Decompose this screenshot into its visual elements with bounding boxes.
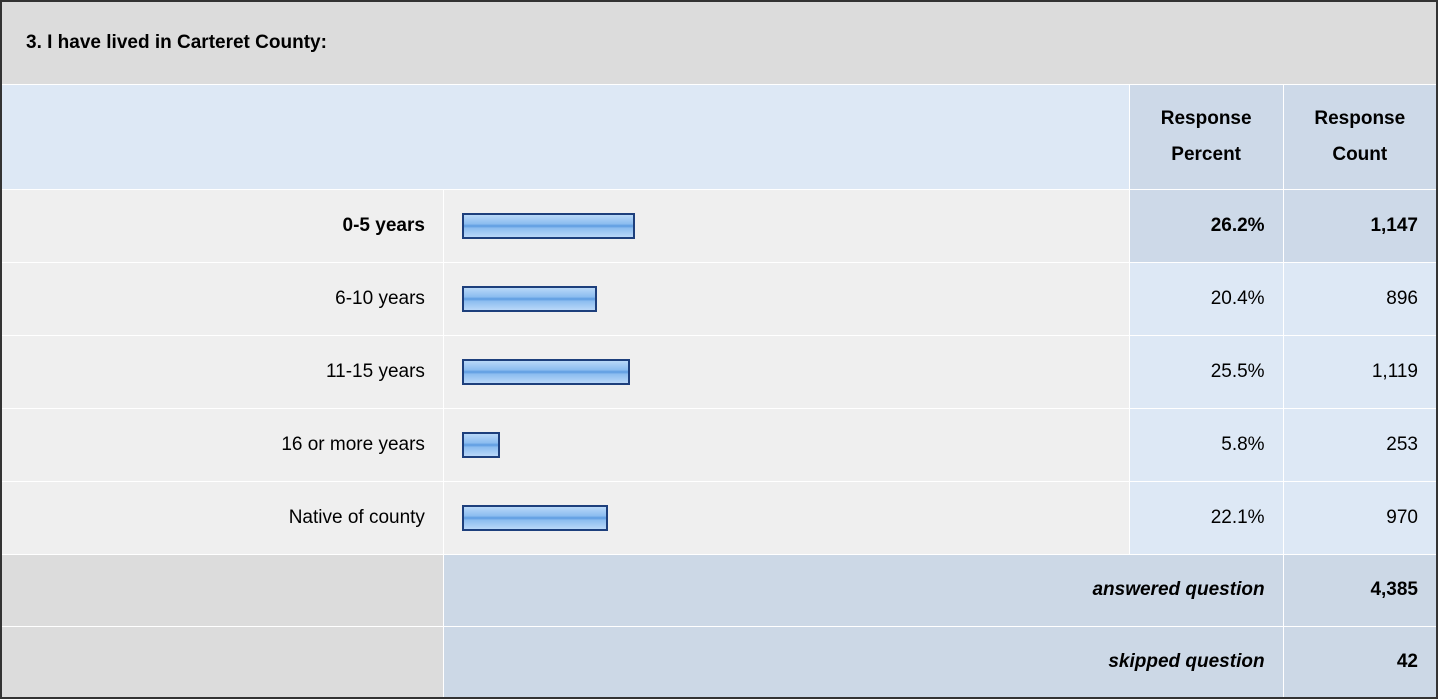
answer-row: Native of county 22.1% 970 bbox=[0, 480, 1438, 555]
percent-bar bbox=[461, 358, 631, 385]
response-count: 896 bbox=[1282, 261, 1438, 336]
response-percent: 20.4% bbox=[1128, 261, 1284, 336]
header-percent: Response Percent bbox=[1128, 83, 1284, 190]
response-percent: 26.2% bbox=[1128, 188, 1284, 263]
response-count: 253 bbox=[1282, 407, 1438, 482]
percent-bar bbox=[461, 504, 608, 531]
answer-label: 16 or more years bbox=[0, 407, 444, 482]
response-percent: 5.8% bbox=[1128, 407, 1284, 482]
answer-row: 6-10 years 20.4% 896 bbox=[0, 261, 1438, 336]
answered-count: 4,385 bbox=[1282, 553, 1438, 627]
response-percent: 25.5% bbox=[1128, 334, 1284, 409]
answer-row: 11-15 years 25.5% 1,119 bbox=[0, 334, 1438, 409]
answer-label: 6-10 years bbox=[0, 261, 444, 336]
header-count: Response Count bbox=[1282, 83, 1438, 190]
title-row: 3. I have lived in Carteret County: bbox=[0, 0, 1438, 85]
bar-cell bbox=[442, 261, 1130, 336]
response-count: 1,119 bbox=[1282, 334, 1438, 409]
percent-bar bbox=[461, 431, 501, 458]
footer-blank bbox=[0, 553, 444, 627]
bar-cell bbox=[442, 334, 1130, 409]
bar-cell bbox=[442, 407, 1130, 482]
answer-row: 0-5 years 26.2% 1,147 bbox=[0, 188, 1438, 263]
header-row: Response Percent Response Count bbox=[0, 83, 1438, 190]
response-percent: 22.1% bbox=[1128, 480, 1284, 555]
footer-blank bbox=[0, 625, 444, 699]
answer-row: 16 or more years 5.8% 253 bbox=[0, 407, 1438, 482]
response-count: 1,147 bbox=[1282, 188, 1438, 263]
answer-label: 11-15 years bbox=[0, 334, 444, 409]
answer-label: Native of county bbox=[0, 480, 444, 555]
skipped-count: 42 bbox=[1282, 625, 1438, 699]
question-title: 3. I have lived in Carteret County: bbox=[0, 0, 1438, 85]
header-blank bbox=[0, 83, 1130, 190]
percent-bar bbox=[461, 212, 635, 239]
answered-label: answered question bbox=[442, 553, 1284, 627]
skipped-label: skipped question bbox=[442, 625, 1284, 699]
percent-bar bbox=[461, 285, 597, 312]
skipped-row: skipped question 42 bbox=[0, 625, 1438, 699]
bar-cell bbox=[442, 188, 1130, 263]
answered-row: answered question 4,385 bbox=[0, 553, 1438, 627]
answer-label: 0-5 years bbox=[0, 188, 444, 263]
bar-cell bbox=[442, 480, 1130, 555]
response-count: 970 bbox=[1282, 480, 1438, 555]
